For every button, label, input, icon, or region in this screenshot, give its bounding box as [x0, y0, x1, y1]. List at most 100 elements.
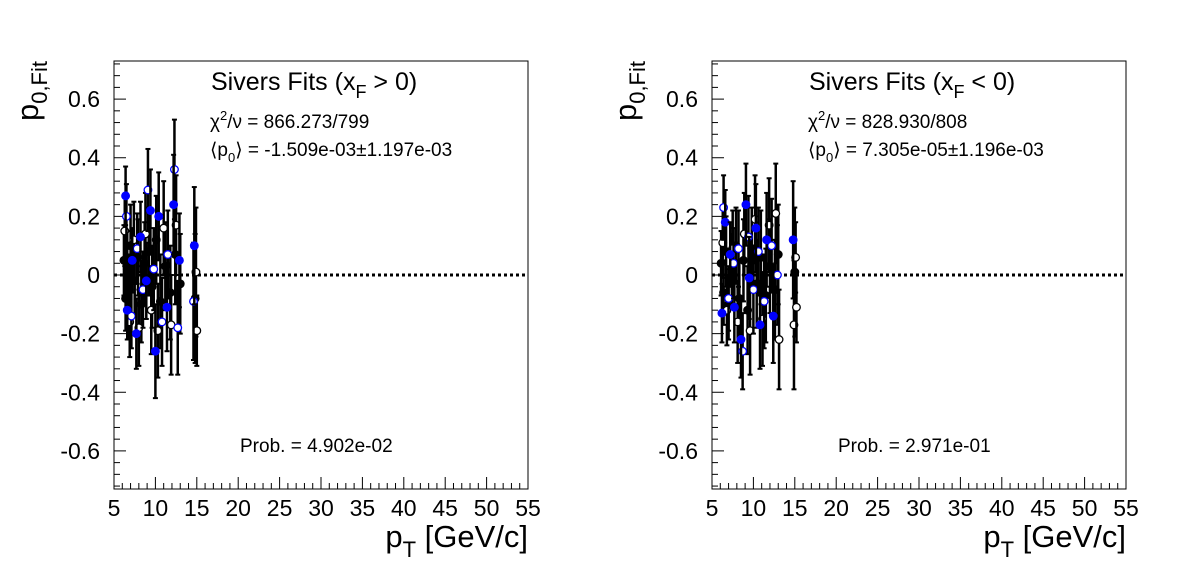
marker [736, 335, 746, 344]
x-tick-label: 50 [474, 495, 500, 521]
blue-open-point [149, 227, 159, 312]
marker [145, 206, 155, 215]
mean-p0-annotation: ⟨p0⟩ = -1.509e-03±1.197e-03 [210, 140, 452, 165]
x-tick-label: 35 [350, 495, 376, 521]
blue-open-point [734, 209, 743, 288]
marker [122, 305, 132, 315]
marker [162, 302, 172, 312]
x-axis-label: pT [GeV/c] [385, 519, 528, 562]
marker [774, 335, 784, 344]
blue-open-point [143, 147, 153, 233]
mean-p0-annotation: ⟨p0⟩ = 7.305e-05±1.196e-03 [808, 140, 1044, 165]
chart-panel-xf-positive: 5 10 15 20 25 30 35 40 45 50 55 -0.6 -0.4 -0.2 0 0.2 0.4… [10, 60, 541, 562]
y-tick-label: 0.2 [68, 203, 100, 229]
marker [771, 208, 781, 218]
marker [729, 302, 739, 312]
blue-filled-point [762, 191, 772, 288]
x-tick-label: 10 [143, 495, 169, 521]
x-tick-label: 15 [184, 495, 210, 521]
blue-filled-point [169, 153, 179, 256]
y-tick-label: 0.4 [68, 145, 100, 171]
y-tick-label: -0.2 [658, 321, 698, 347]
y-tick-label: -0.4 [60, 379, 100, 405]
marker [768, 311, 778, 321]
blue-filled-point [788, 180, 798, 300]
chi2-annotation: χ2/ν = 866.273/799 [210, 108, 369, 133]
blue-open-point [138, 250, 148, 329]
blue-filled-point [141, 241, 151, 320]
x-tick-label: 20 [225, 495, 251, 521]
x-tick-label: 5 [706, 495, 719, 521]
x-tick-label: 30 [906, 495, 932, 521]
blue-filled-point [768, 268, 778, 364]
marker [136, 232, 145, 242]
blue-filled-point [189, 186, 199, 306]
blue-filled-point [127, 227, 137, 294]
blue-filled-point [751, 183, 761, 274]
marker [751, 223, 761, 233]
x-tick-label: 40 [989, 495, 1015, 521]
marker [755, 320, 765, 330]
marker [121, 191, 131, 201]
x-tick-label: 50 [1072, 495, 1098, 521]
marker [788, 235, 798, 245]
blue-filled-point [150, 303, 160, 400]
blue-filled-point [136, 200, 145, 274]
x-tick-label: 20 [823, 495, 849, 521]
marker [734, 244, 743, 254]
probability-annotation: Prob. = 4.902e-02 [240, 436, 393, 457]
x-tick-label: 35 [948, 495, 974, 521]
y-tick-label: 0 [685, 262, 698, 288]
blue-filled-point [725, 221, 735, 288]
y-tick-label: -0.2 [60, 321, 100, 347]
x-axis-label: pT [GeV/c] [983, 519, 1126, 562]
marker [149, 264, 159, 274]
y-tick-label: -0.6 [658, 438, 698, 464]
y-tick-label: -0.6 [60, 438, 100, 464]
x-tick-label: 10 [741, 495, 767, 521]
blue-filled-point [729, 271, 739, 344]
x-tick-label: 30 [308, 495, 334, 521]
x-tick-label: 25 [267, 495, 293, 521]
marker [741, 200, 751, 210]
blue-filled-point [122, 279, 132, 341]
marker [772, 270, 782, 280]
marker [762, 235, 772, 245]
probability-annotation: Prob. = 2.971e-01 [838, 436, 991, 457]
y-tick-label: 0.2 [666, 203, 698, 229]
marker [169, 200, 179, 210]
x-tick-label: 45 [1030, 495, 1056, 521]
y-tick-label: 0.6 [666, 86, 698, 112]
x-tick-label: 55 [1113, 495, 1139, 521]
marker [174, 255, 184, 265]
blue-filled-point [736, 300, 746, 379]
blue-open-point [772, 224, 782, 326]
blue-open-point [759, 253, 769, 350]
blue-open-point [173, 279, 183, 376]
blue-filled-point [131, 297, 141, 370]
x-tick-label: 15 [782, 495, 808, 521]
chart-panel-xf-negative: 5 10 15 20 25 30 35 40 45 50 55 -0.6 -0.4 -0.2 0 0.2 0.4… [608, 60, 1139, 562]
marker [163, 250, 173, 259]
blue-filled-point [741, 162, 751, 247]
y-tick-label: -0.4 [658, 379, 698, 405]
marker [189, 241, 199, 251]
marker [141, 276, 151, 286]
marker [131, 329, 141, 339]
black-open-point [159, 180, 169, 276]
x-tick-label: 45 [432, 495, 458, 521]
blue-filled-point [174, 212, 184, 309]
chi2-annotation: χ2/ν = 828.930/808 [808, 108, 967, 133]
x-tick-label: 25 [865, 495, 891, 521]
marker [157, 317, 167, 327]
y-tick-label: 0.6 [68, 86, 100, 112]
marker [748, 285, 758, 295]
blue-filled-point [720, 188, 730, 256]
blue-filled-point [162, 262, 172, 353]
marker [127, 255, 137, 265]
black-open-point [774, 288, 784, 391]
marker [792, 302, 801, 312]
marker [759, 296, 769, 306]
blue-filled-point [755, 279, 765, 370]
